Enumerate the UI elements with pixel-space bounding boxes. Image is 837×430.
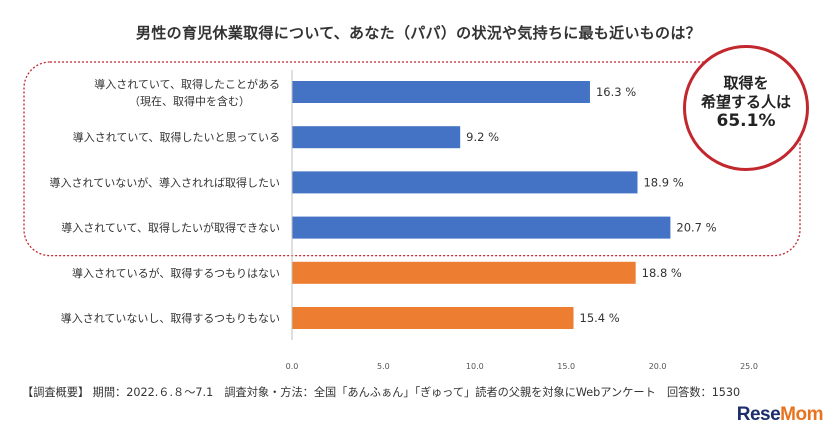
logo-text-1: Rese	[736, 404, 781, 425]
category-label: （現在、取得中を含む）	[129, 94, 250, 108]
data-label: 9.2 %	[466, 130, 499, 144]
x-tick-label: 20.0	[649, 362, 667, 371]
x-tick-label: 25.0	[740, 362, 758, 371]
bar	[292, 261, 636, 284]
category-label: 導入されていて、取得したいと思っている	[73, 130, 280, 144]
category-label: 導入されているが、取得するつもりはない	[72, 266, 280, 280]
bar	[292, 216, 671, 239]
category-label: 導入されていて、取得したことがある	[94, 77, 280, 91]
category-label: 導入されていないが、導入されれば取得したい	[50, 175, 280, 189]
x-tick-label: 5.0	[377, 362, 390, 371]
survey-note: 【調査概要】 期間：2022.６.８～7.1 調査対象・方法：全国「あんふぁん」…	[22, 386, 741, 399]
data-label: 20.7 %	[676, 221, 716, 235]
data-label: 16.3 %	[596, 85, 636, 99]
logo-text-2: Mom	[780, 404, 823, 425]
callout-circle	[683, 45, 809, 171]
callout-line2: 希望する人は	[700, 93, 791, 111]
callout: 取得を 希望する人は 65.1%	[683, 74, 809, 131]
x-tick-label: 0.0	[286, 362, 299, 371]
bar	[292, 171, 638, 194]
data-label: 18.9 %	[643, 175, 683, 189]
x-tick-label: 15.0	[557, 362, 575, 371]
x-tick-label: 10.0	[466, 362, 484, 371]
bar	[292, 307, 574, 329]
category-label: 導入されていて、取得したいが取得できない	[61, 221, 280, 235]
bar	[292, 81, 590, 103]
bar	[292, 126, 461, 149]
resemom-logo: ReseMom	[736, 404, 824, 426]
data-label: 15.4 %	[580, 311, 620, 325]
chart-title: 男性の育児休業取得について、あなた（パパ）の状況や気持ちに最も近いものは？	[136, 24, 701, 42]
highlight-frame	[23, 61, 801, 257]
data-label: 18.8 %	[642, 266, 682, 280]
callout-line1: 取得を	[723, 74, 769, 92]
category-label: 導入されていないし、取得するつもりもない	[61, 311, 280, 325]
callout-value: 65.1%	[716, 111, 776, 131]
